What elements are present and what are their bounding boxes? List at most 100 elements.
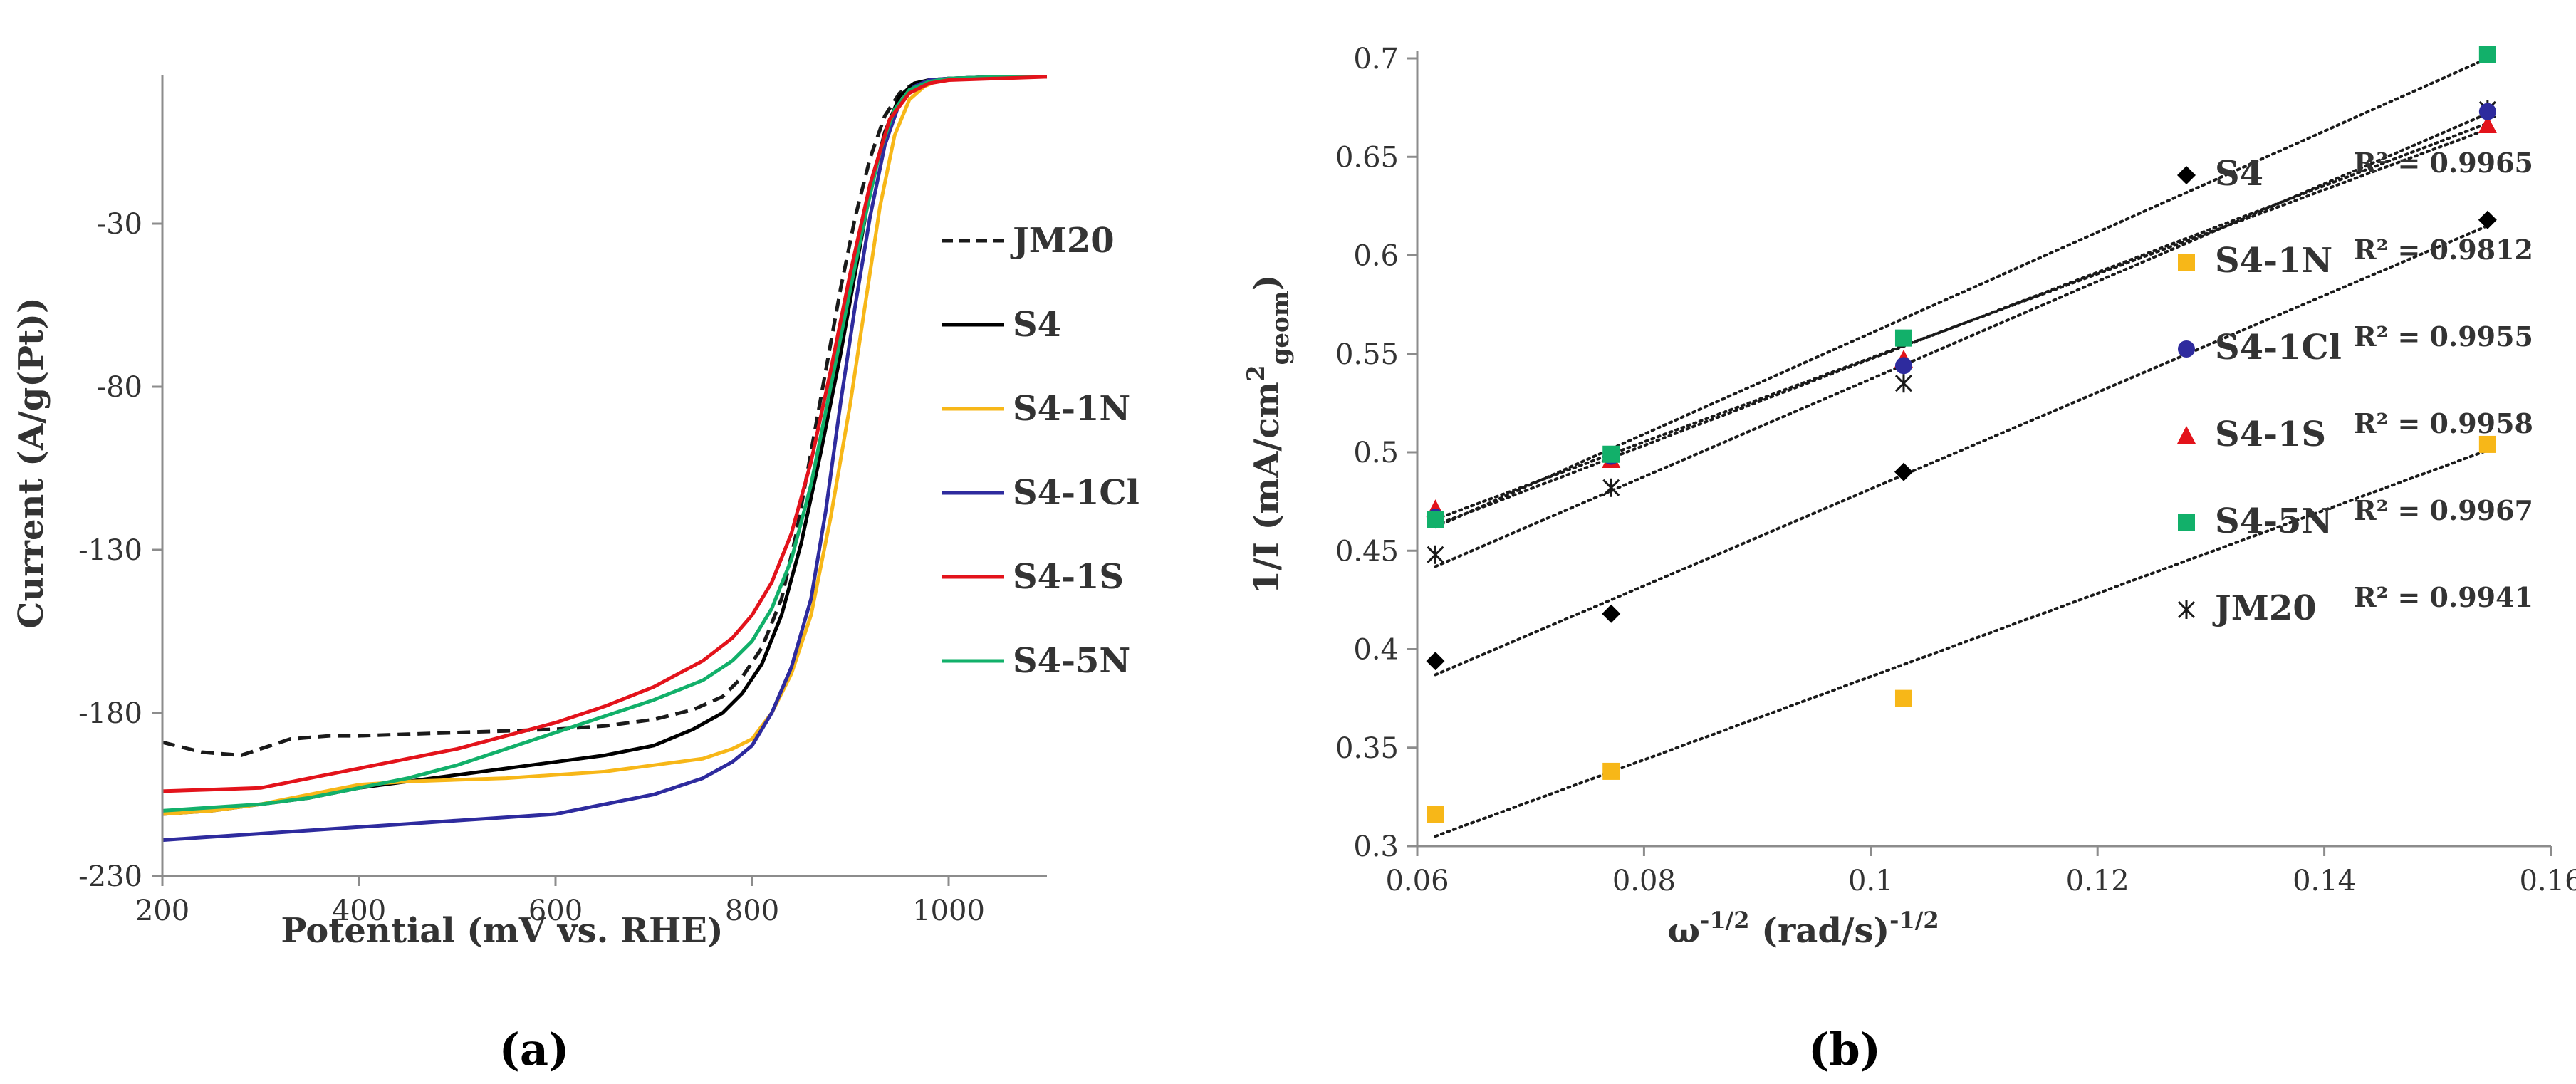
- legend-label-s4: S4: [1013, 305, 1061, 345]
- legend-marker-s4-5n: [2178, 514, 2195, 531]
- x-title-sup1: -1/2: [1700, 907, 1750, 934]
- point-s4-1n: [1894, 689, 1912, 707]
- panel-a-label: (a): [499, 1023, 570, 1075]
- legend-marker-s4-1n: [2178, 254, 2195, 271]
- panel-a-axes: [161, 75, 1047, 877]
- legend-marker-jm20: [2177, 600, 2196, 619]
- panel-a-ticks: 200 400 600 800 1000 -30 -80 -130 -180 -230: [78, 208, 985, 927]
- trendline-s4-5n: [1434, 57, 2489, 529]
- r-squared-jm20: R² = 0.9941: [2354, 581, 2533, 613]
- x-title-mid: (rad/s): [1750, 911, 1890, 951]
- panel-b-ticks: 0.06 0.08 0.1 0.12 0.14 0.16 0.3 0.35 0.4 0.45 0.5…: [1335, 43, 2576, 897]
- panel-a-x-tick-label: 800: [725, 895, 779, 927]
- panel-a-x-tick-label: 600: [528, 895, 583, 927]
- panel-b-y-tick-label: 0.5: [1353, 437, 1399, 469]
- panel-b-x-tick-label: 0.16: [2519, 865, 2576, 897]
- legend-label-s4-1cl: S4-1Cl: [1013, 473, 1140, 513]
- panel-a-y-tick-label: -30: [97, 208, 142, 241]
- x-title-sup2: -1/2: [1889, 907, 1939, 934]
- point-jm20: [1427, 545, 1444, 564]
- panel-b-x-tick-label: 0.14: [2293, 865, 2356, 897]
- legend-label-s4-5n: S4-5N: [1013, 641, 1130, 681]
- panel-b-y-tick-label: 0.7: [1353, 43, 1399, 75]
- panel-b-x-tick-label: 0.06: [1385, 865, 1449, 897]
- point-s4-1n: [2478, 435, 2496, 453]
- panel-b-chart: 0.06 0.08 0.1 0.12 0.14 0.16 0.3 0.35 0.4 0.45 0.5…: [1242, 43, 2576, 1075]
- point-s4-5n: [1894, 329, 1912, 347]
- legend-marker-s4: [2177, 166, 2196, 184]
- panel-a-y-tick-label: -130: [78, 534, 142, 567]
- panel-b-legend: S4 R² = 0.9965 S4-1N R² = 0.9812 S4-1Cl R² = …: [2177, 147, 2533, 628]
- panel-a-y-axis-title: Current (A/g(Pt)): [11, 297, 51, 628]
- y-title-main: 1/I (mA/cm: [1247, 382, 1287, 594]
- panel-b-y-tick-label: 0.55: [1335, 338, 1399, 371]
- panel-a-chart: 200 400 600 800 1000 -30 -80 -130 -180 -230 JM20 S…: [11, 75, 1140, 1075]
- panel-b-y-tick-label: 0.6: [1353, 240, 1399, 273]
- series-line-s4-1s: [162, 75, 1048, 793]
- point-s4-5n: [2478, 46, 2496, 63]
- legend-marker-s4-1cl: [2178, 340, 2195, 358]
- legend-label-s4-1n: S4-1N: [2215, 241, 2332, 281]
- trendline-s4: [1434, 224, 2489, 677]
- r-squared-s4-5n: R² = 0.9967: [2354, 494, 2533, 526]
- point-s4-1cl: [2478, 103, 2496, 120]
- legend-label-s4-1s: S4-1S: [2215, 415, 2326, 454]
- panel-a-x-tick-label: 200: [135, 895, 189, 927]
- legend-label-jm20: JM20: [1010, 221, 1115, 261]
- point-jm20: [1602, 478, 1620, 497]
- point-s4-1s: [2478, 115, 2497, 134]
- panel-b-x-tick-label: 0.1: [1848, 865, 1894, 897]
- panel-a-legend: JM20 S4 S4-1N S4-1Cl S4-1S S4-5N: [942, 221, 1140, 681]
- point-s4: [2478, 210, 2497, 229]
- r-squared-s4-1n: R² = 0.9812: [2354, 234, 2533, 266]
- y-title-sub: geom: [1266, 291, 1295, 365]
- panel-a-x-tick-label: 400: [332, 895, 386, 927]
- legend-label-s4-1n: S4-1N: [1013, 389, 1130, 429]
- panel-b-y-tick-label: 0.4: [1353, 634, 1399, 667]
- r-squared-s4-1s: R² = 0.9958: [2354, 407, 2533, 439]
- series-line-jm20: [162, 75, 1047, 757]
- series-line-s4-5n: [162, 75, 1047, 813]
- panel-a-y-tick-label: -230: [78, 860, 142, 893]
- point-s4: [1602, 604, 1621, 623]
- r-squared-s4-1cl: R² = 0.9955: [2354, 320, 2533, 353]
- legend-label-s4: S4: [2215, 154, 2263, 194]
- panel-a-y-tick-label: -180: [78, 697, 142, 730]
- point-s4-5n: [1602, 445, 1620, 463]
- panel-b-y-tick-label: 0.3: [1353, 830, 1399, 863]
- y-title-end: ): [1247, 275, 1287, 291]
- point-s4-5n: [1427, 511, 1444, 528]
- legend-label-jm20: JM20: [2212, 588, 2317, 628]
- point-s4-1cl: [1894, 357, 1912, 375]
- panel-a-x-axis-title: Potential (mV vs. RHE): [281, 911, 723, 951]
- point-s4: [1426, 652, 1445, 671]
- series-line-s4: [162, 75, 1047, 816]
- panel-a-series: [162, 75, 1048, 843]
- legend-marker-s4-1s: [2177, 426, 2196, 444]
- x-title-omega: ω: [1667, 911, 1700, 951]
- panel-b-y-tick-label: 0.45: [1335, 535, 1399, 568]
- panel-a-x-tick-label: 1000: [912, 895, 985, 927]
- panel-b-y-tick-label: 0.35: [1335, 732, 1399, 765]
- point-s4: [1894, 462, 1913, 481]
- point-jm20: [1894, 374, 1913, 393]
- trendline-s4-1s: [1434, 127, 2489, 521]
- panel-b-y-tick-label: 0.65: [1335, 141, 1399, 174]
- panel-b-trendlines: [1434, 57, 2489, 838]
- panel-b-points: [1426, 46, 2497, 823]
- panel-b-axes: [1416, 51, 2551, 848]
- legend-label-s4-1cl: S4-1Cl: [2215, 328, 2342, 368]
- legend-label-s4-1s: S4-1S: [1013, 557, 1124, 597]
- panel-b-x-axis-title: ω-1/2 (rad/s)-1/2: [1667, 907, 1939, 951]
- y-title-sup: 2: [1242, 365, 1271, 382]
- point-s4-1n: [1427, 806, 1444, 823]
- panel-b-x-tick-label: 0.12: [2066, 865, 2129, 897]
- point-s4-1n: [1602, 762, 1620, 780]
- r-squared-s4: R² = 0.9965: [2354, 147, 2533, 179]
- panel-a-y-tick-label: -80: [97, 371, 142, 404]
- panel-b-label: (b): [1808, 1023, 1881, 1075]
- panel-b-x-tick-label: 0.08: [1612, 865, 1676, 897]
- legend-label-s4-5n: S4-5N: [2215, 501, 2332, 541]
- series-line-s4-1n: [162, 75, 1047, 816]
